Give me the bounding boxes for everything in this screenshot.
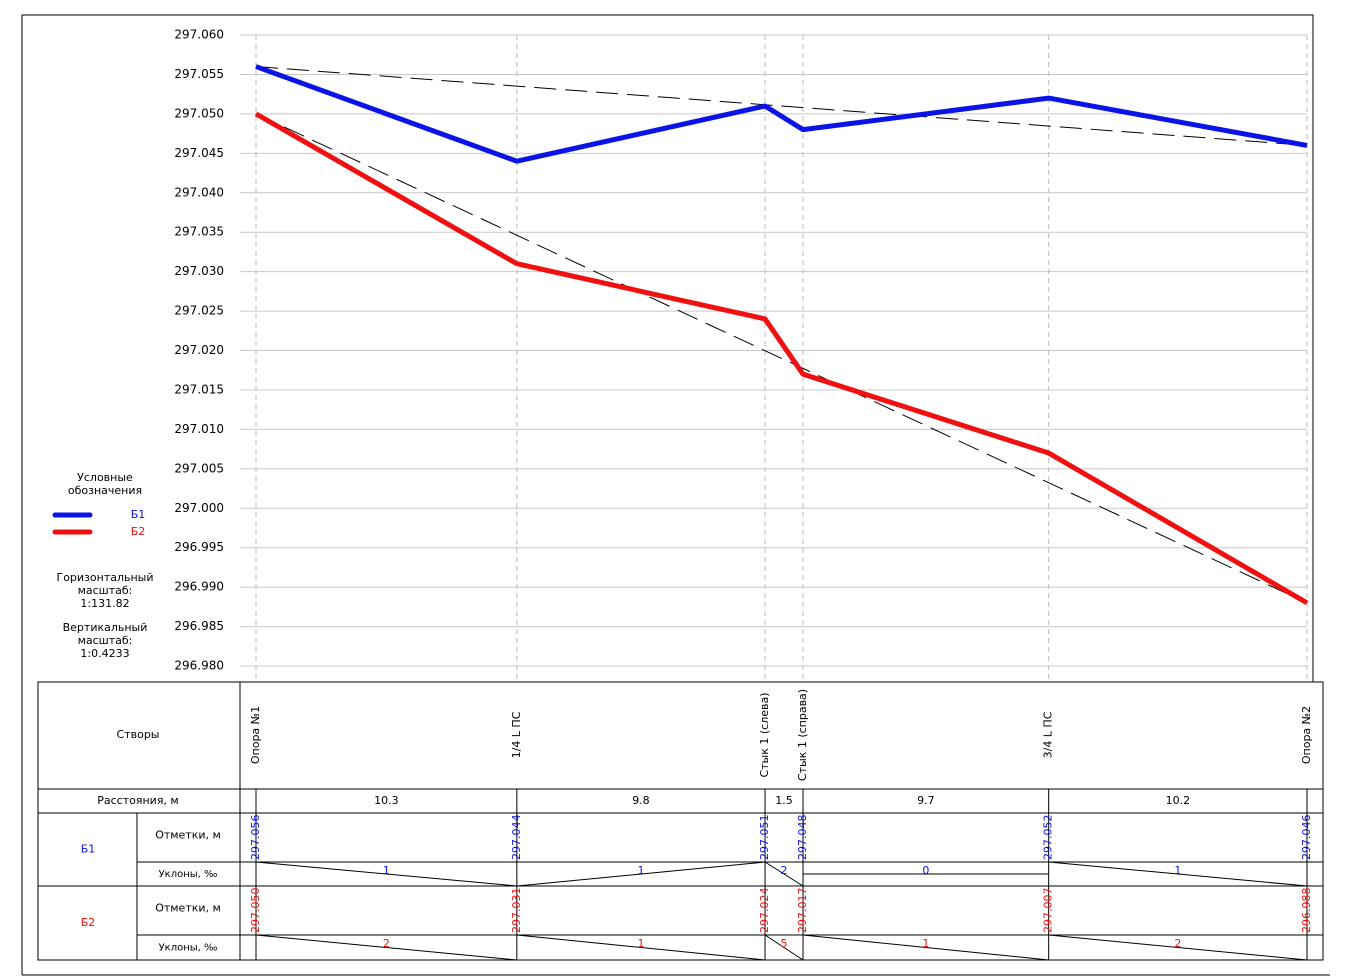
chord-line: [255, 66, 1308, 146]
slope-line: [1048, 934, 1308, 961]
station-name: Опора №2: [1300, 706, 1313, 764]
distance-value: 10.2: [1166, 794, 1191, 807]
elevation-value: 297.052: [1042, 815, 1055, 861]
legend-label: Б1: [131, 508, 146, 521]
elevation-value: 297.051: [758, 815, 771, 861]
y-tick-label: 297.045: [174, 146, 224, 160]
legend-label: Б2: [131, 525, 146, 538]
slope-line: [516, 861, 766, 887]
elevation-value: 297.031: [510, 888, 523, 934]
row-label: Уклоны, ‰: [159, 943, 218, 954]
y-tick-label: 296.985: [174, 619, 224, 633]
slope-value: 2: [1174, 937, 1181, 950]
y-tick-label: 297.060: [174, 28, 224, 42]
slope-line: [255, 861, 517, 887]
y-tick-label: 296.980: [174, 659, 224, 673]
slope-line: [516, 934, 766, 961]
slope-value: 2: [781, 864, 788, 877]
distance-value: 10.3: [374, 794, 399, 807]
row-label: Створы: [117, 728, 160, 741]
elevation-value: 297.046: [1300, 815, 1313, 861]
slope-line: [764, 934, 804, 961]
elevation-value: 297.050: [249, 888, 262, 934]
station-name: 1/4 L ПС: [510, 711, 523, 758]
y-tick-label: 297.015: [174, 382, 224, 396]
slope-value: 2: [383, 937, 390, 950]
y-tick-label: 297.050: [174, 106, 224, 120]
station-name: Стык 1 (справа): [796, 689, 809, 781]
slope-line: [255, 934, 517, 961]
elevation-value: 297.007: [1042, 888, 1055, 934]
elevation-value: 297.056: [249, 815, 262, 861]
h-scale-value: 1:131.82: [80, 597, 130, 610]
distance-value: 1.5: [775, 794, 793, 807]
slope-value: 1: [637, 864, 644, 877]
slope-line: [802, 934, 1049, 961]
y-tick-label: 297.005: [174, 461, 224, 475]
y-tick-label: 297.040: [174, 185, 224, 199]
elevation-value: 297.048: [796, 815, 809, 861]
v-scale-value: 1:0.4233: [80, 647, 130, 660]
legend-title: Условные обозначения: [67, 471, 143, 497]
y-tick-label: 297.000: [174, 501, 224, 515]
slope-value: 1: [922, 937, 929, 950]
y-tick-label: 297.035: [174, 225, 224, 239]
table-frame: [37, 681, 1324, 961]
y-tick-label: 297.025: [174, 304, 224, 318]
h-scale-label: Горизонтальный масштаб:: [56, 571, 154, 597]
elevation-value: 297.044: [510, 815, 523, 861]
row-label: Отметки, м: [155, 829, 221, 842]
elevation-value: 296.988: [1300, 888, 1313, 934]
slope-value: 1: [383, 864, 390, 877]
slope-line: [764, 861, 804, 887]
y-tick-label: 296.990: [174, 580, 224, 594]
slope-value: 0: [922, 864, 929, 877]
row-group-label: Б1: [81, 843, 96, 856]
slope-line: [1048, 861, 1308, 887]
distance-value: 9.8: [632, 794, 650, 807]
series-line: [254, 111, 1309, 606]
row-label: Уклоны, ‰: [159, 869, 218, 880]
row-label: Отметки, м: [155, 902, 221, 915]
y-tick-label: 297.055: [174, 67, 224, 81]
slope-value: 5: [781, 937, 788, 950]
page-frame: [21, 14, 1314, 975]
station-name: Опора №1: [249, 706, 262, 764]
station-name: 3/4 L ПС: [1042, 711, 1055, 758]
y-tick-label: 297.030: [174, 264, 224, 278]
elevation-value: 297.017: [796, 888, 809, 934]
v-scale-label: Вертикальный масштаб:: [62, 621, 148, 647]
y-tick-label: 297.010: [174, 422, 224, 436]
elevation-value: 297.024: [758, 888, 771, 934]
distance-value: 9.7: [917, 794, 935, 807]
row-label: Расстояния, м: [97, 794, 178, 807]
chord-line: [255, 113, 1308, 604]
y-tick-label: 296.995: [174, 540, 224, 554]
station-name: Стык 1 (слева): [758, 692, 771, 777]
slope-value: 1: [1174, 864, 1181, 877]
slope-value: 1: [637, 937, 644, 950]
row-group-label: Б2: [81, 916, 96, 929]
series-line: [255, 64, 1308, 164]
y-tick-label: 297.020: [174, 343, 224, 357]
